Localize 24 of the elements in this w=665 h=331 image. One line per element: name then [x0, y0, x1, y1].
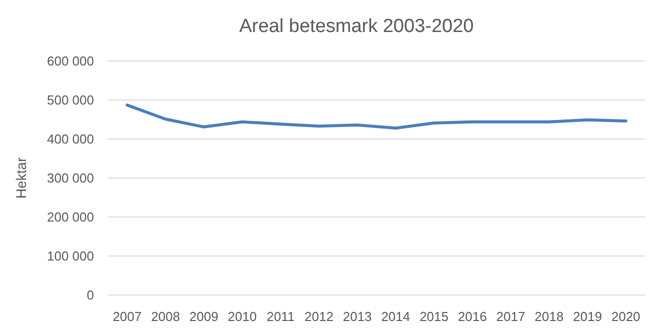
x-tick-label: 2017 — [496, 309, 526, 324]
x-tick-label: 2009 — [189, 309, 218, 324]
x-tick-label: 2015 — [420, 309, 448, 324]
x-tick-label: 2010 — [228, 309, 257, 324]
y-tick-label: 600 000 — [47, 54, 94, 69]
y-tick-label: 200 000 — [47, 210, 94, 225]
line-series — [126, 104, 628, 130]
y-tick-label: 100 000 — [47, 248, 94, 264]
x-tick-label: 2007 — [112, 309, 142, 324]
y-tick-label: 500 000 — [47, 92, 94, 108]
x-tick-label: 2008 — [151, 309, 180, 324]
x-tick-label: 2014 — [381, 309, 410, 324]
y-tick-label: 0 — [86, 288, 94, 303]
x-tick-label: 2012 — [304, 309, 334, 324]
y-tick-label: 300 000 — [47, 170, 94, 186]
chart-title: Areal betesmark 2003-2020 — [239, 16, 474, 37]
y-tick-label: 400 000 — [47, 132, 94, 147]
x-tick-label: 2013 — [342, 309, 372, 324]
x-tick-label: 2018 — [534, 309, 564, 324]
x-tick-label: 2019 — [573, 309, 602, 324]
x-tick-label: 2020 — [611, 309, 640, 324]
x-tick-label: 2011 — [266, 309, 295, 324]
x-tick-label: 2016 — [458, 309, 487, 324]
y-axis-title: Hektar — [13, 157, 29, 199]
